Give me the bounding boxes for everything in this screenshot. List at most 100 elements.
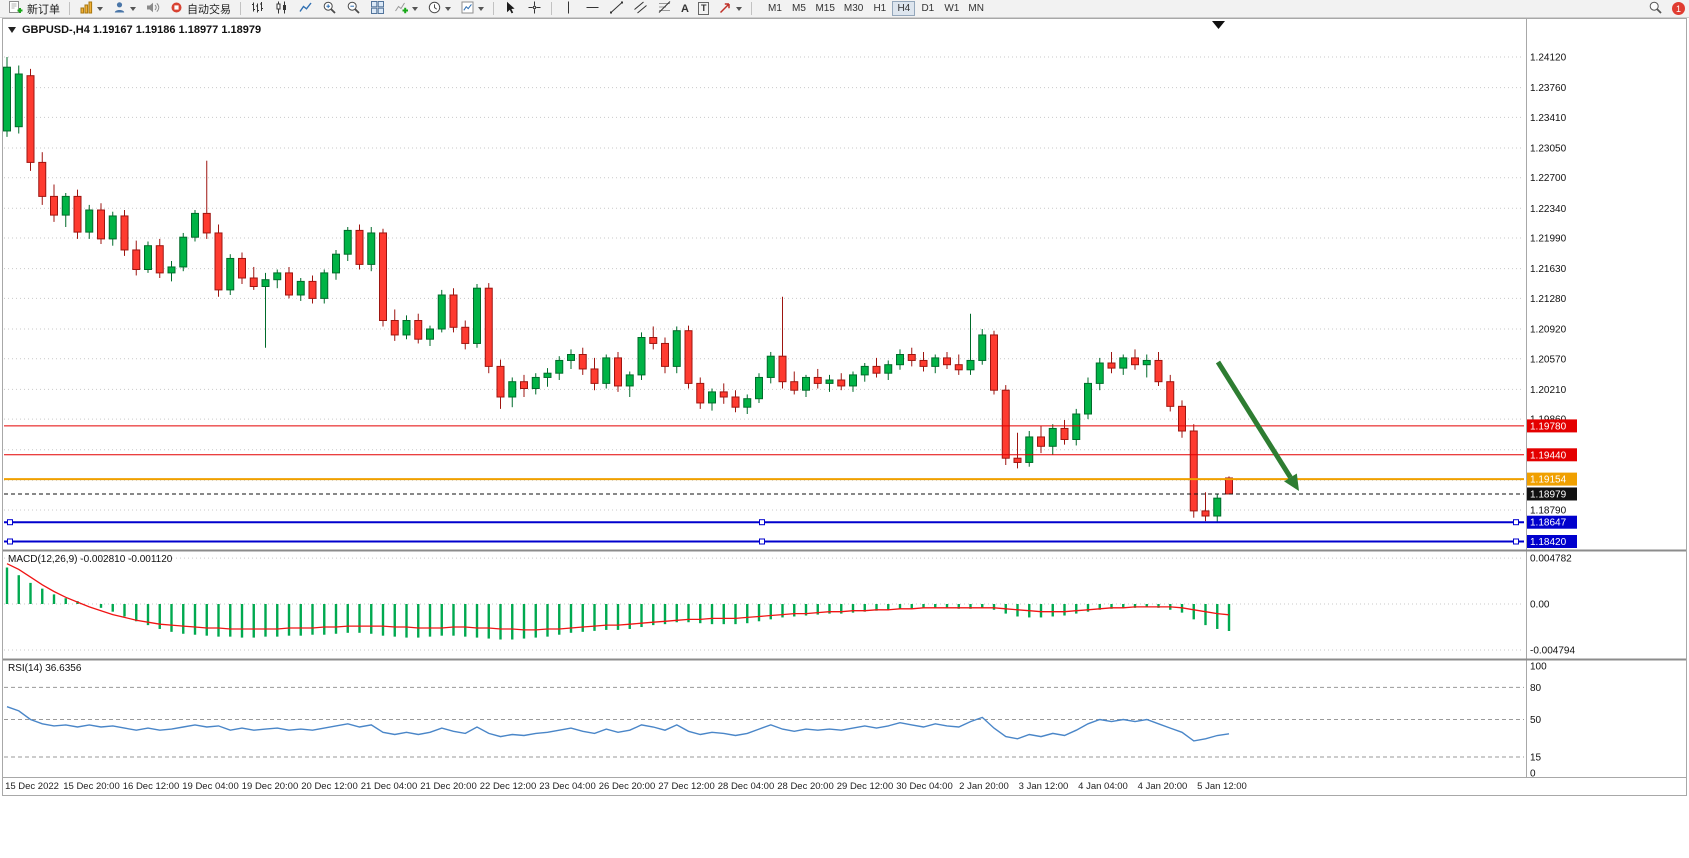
timeframe-m1-button[interactable]: M1	[763, 1, 786, 16]
zoom-in-icon	[322, 0, 337, 18]
candle-body	[1166, 381, 1175, 407]
candle-body	[731, 396, 740, 408]
candle-body	[849, 374, 857, 387]
candle-body	[191, 212, 199, 238]
trendline-icon	[609, 0, 624, 18]
hline-handle[interactable]	[1513, 538, 1519, 545]
timeframe-m5-button[interactable]: M5	[787, 1, 810, 16]
macd-signal-line	[6, 563, 1230, 631]
fibonacci-button[interactable]	[653, 0, 676, 17]
candle-body	[1084, 382, 1092, 415]
crosshair-button[interactable]	[523, 1, 546, 17]
timeframe-w1-button[interactable]: W1	[940, 1, 963, 16]
price-badge	[1527, 487, 1577, 501]
candlestick-chart-button[interactable]	[270, 1, 293, 17]
candle-body	[1107, 362, 1116, 369]
rsi-indicator-label: RSI(14) 36.6356	[8, 663, 82, 674]
price-badge-label: 1.19154	[1530, 475, 1567, 486]
candle-body	[85, 209, 94, 233]
zoom-out-button[interactable]	[342, 1, 365, 17]
candle-body	[73, 195, 82, 233]
candle-body	[449, 294, 458, 328]
price-tick-label: 1.23760	[1530, 83, 1567, 94]
candle-body	[496, 365, 505, 398]
zoom-in-button[interactable]	[318, 1, 341, 17]
hline-handle[interactable]	[7, 538, 13, 545]
time-tick-label: 21 Dec 20:00	[420, 781, 477, 792]
trend-arrow-head[interactable]	[1284, 473, 1299, 492]
periods-button[interactable]	[423, 1, 455, 17]
toolbar-separator	[69, 2, 70, 15]
candle-body	[132, 249, 141, 270]
candle-body	[1095, 362, 1104, 384]
timeframe-h1-button[interactable]: H1	[868, 1, 891, 16]
indicators-button[interactable]	[390, 1, 422, 17]
symbol-header[interactable]: GBPUSD-,H4 1.19167 1.19186 1.18977 1.189…	[8, 23, 261, 37]
ohlc-bars-icon	[250, 0, 265, 18]
horizontal-lines	[4, 425, 1524, 545]
rsi-scale-label: 50	[1530, 715, 1542, 726]
search-button[interactable]	[1644, 1, 1667, 17]
candle-body	[684, 330, 693, 384]
hline-handle[interactable]	[759, 538, 765, 545]
time-axis: 15 Dec 2022 15 Dec 20:00 16 Dec 12:00 19 De…	[5, 781, 1247, 792]
price-badge	[1527, 535, 1577, 548]
candle-body	[402, 320, 411, 336]
crosshair-icon	[527, 0, 542, 18]
timeframe-mn-button[interactable]: MN	[964, 1, 988, 16]
hline-handle[interactable]	[759, 519, 765, 526]
time-tick-label: 19 Dec 04:00	[182, 781, 239, 792]
price-grid	[4, 56, 1524, 511]
candle-body	[625, 374, 634, 387]
candle-body	[426, 328, 434, 340]
candle-body	[590, 368, 599, 384]
candle-body	[1154, 359, 1163, 383]
auto-trading-button[interactable]: 自动交易	[165, 1, 235, 17]
text-a-icon: A	[681, 2, 689, 15]
vertical-line-button[interactable]	[557, 1, 580, 17]
templates-button[interactable]	[456, 1, 488, 17]
tile-windows-button[interactable]	[366, 0, 389, 17]
shapes-button[interactable]	[714, 1, 746, 17]
toolbar-separator	[240, 2, 241, 15]
text-tool-button[interactable]: A	[677, 1, 693, 17]
bar-chart-button[interactable]	[246, 1, 269, 17]
label-tool-button[interactable]: T	[694, 1, 714, 17]
horizontal-line-button[interactable]	[581, 1, 604, 17]
candle-body	[273, 272, 282, 281]
new-order-button[interactable]: 新订单	[4, 0, 64, 17]
time-tick-label: 29 Dec 12:00	[837, 781, 894, 792]
bar-graph-icon	[79, 0, 94, 18]
alerts-button[interactable]	[141, 1, 164, 17]
channel-button[interactable]	[629, 1, 652, 17]
candle-body	[966, 359, 975, 371]
chart-shift-marker[interactable]	[1212, 21, 1225, 29]
timeframe-h4-button[interactable]: H4	[892, 1, 916, 16]
line-chart-button[interactable]	[294, 1, 317, 17]
timeframe-m30-button[interactable]: M30	[840, 1, 867, 16]
candle-body	[144, 245, 152, 270]
profiles-button[interactable]	[108, 1, 140, 17]
auto-trading-icon	[169, 0, 184, 18]
new-chart-button[interactable]	[75, 1, 107, 17]
cursor-button[interactable]	[499, 1, 522, 17]
time-tick-label: 5 Jan 12:00	[1197, 781, 1247, 792]
timeframe-d1-button[interactable]: D1	[916, 1, 939, 16]
trendline-button[interactable]	[605, 1, 628, 17]
candle-body	[1037, 436, 1045, 447]
hline-handle[interactable]	[1513, 519, 1519, 526]
auto-trading-label: 自动交易	[187, 3, 231, 16]
notification-badge[interactable]: 1	[1672, 2, 1685, 15]
candle-body	[61, 195, 70, 216]
price-badge	[1527, 515, 1577, 529]
timeframe-m15-button[interactable]: M15	[811, 1, 838, 16]
hline-handle[interactable]	[7, 519, 13, 526]
candle-body	[238, 257, 246, 279]
rsi-panel	[4, 686, 1524, 758]
rsi-scale-label: 80	[1530, 683, 1542, 694]
candle-body	[661, 342, 669, 367]
candle-body	[954, 364, 963, 371]
symbol-dropdown-icon[interactable]	[8, 27, 16, 37]
trend-arrow[interactable]	[1215, 360, 1293, 479]
